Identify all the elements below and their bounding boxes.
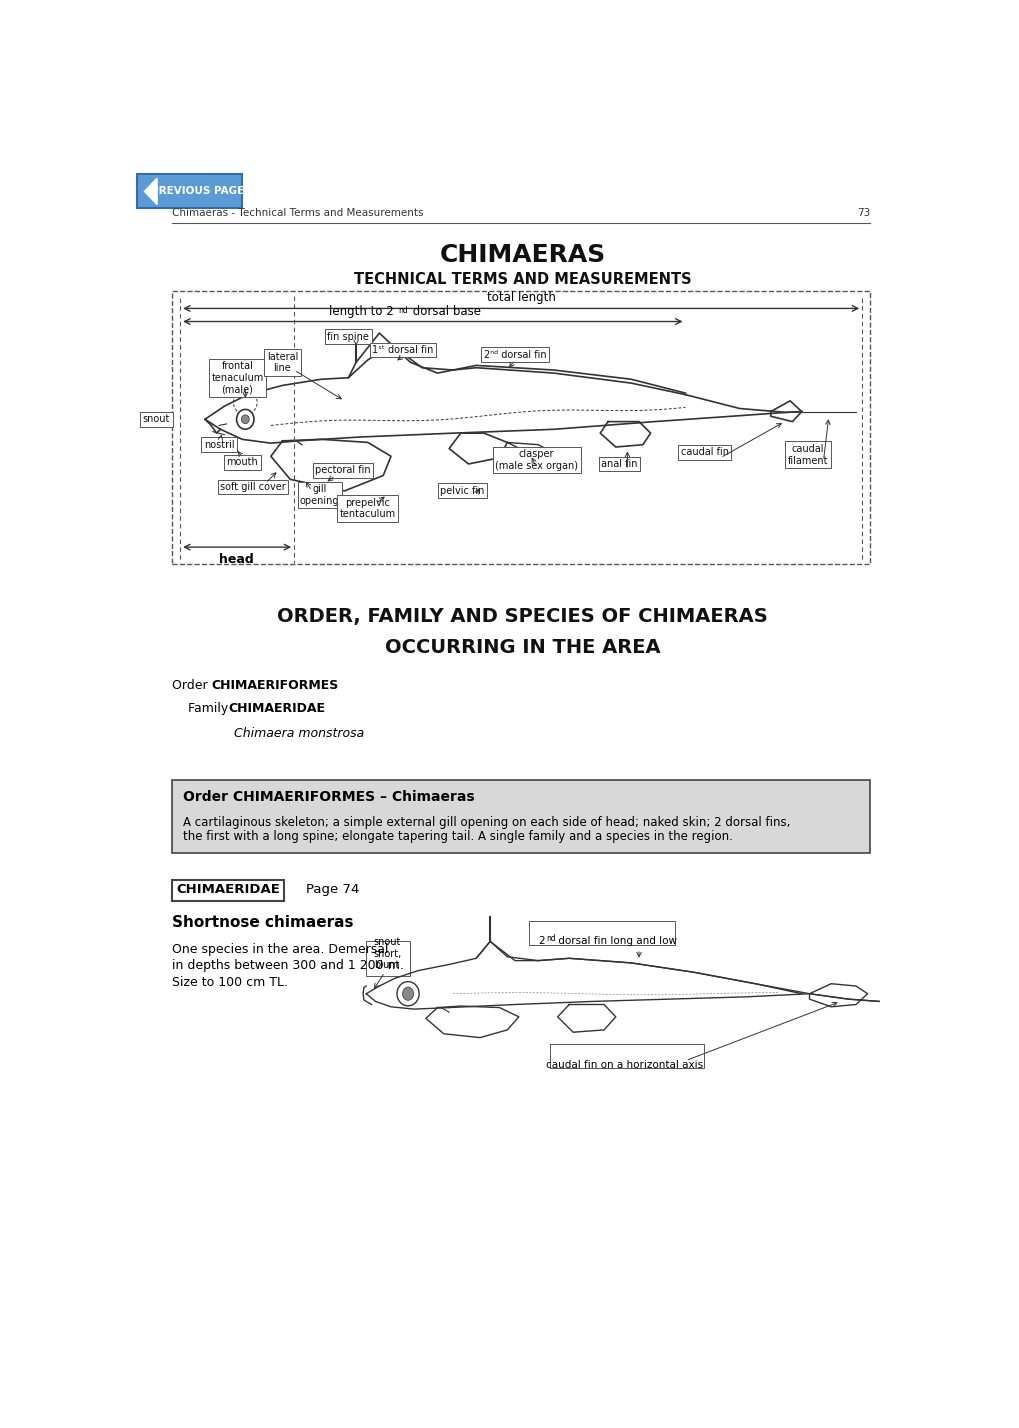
Text: Order CHIMAERIFORMES – Chimaeras: Order CHIMAERIFORMES – Chimaeras (183, 790, 475, 804)
Text: mouth: mouth (226, 457, 258, 467)
Text: dorsal fin long and low: dorsal fin long and low (554, 937, 677, 947)
Text: CHIMAERIFORMES: CHIMAERIFORMES (211, 680, 338, 693)
Text: OCCURRING IN THE AREA: OCCURRING IN THE AREA (384, 638, 660, 657)
Text: Shortnose chimaeras: Shortnose chimaeras (172, 914, 354, 930)
Text: pelvic fin: pelvic fin (439, 486, 484, 496)
Text: Family: Family (187, 703, 232, 715)
Text: prepelvic
tentaculum: prepelvic tentaculum (339, 498, 395, 520)
Text: Page 74: Page 74 (306, 884, 359, 897)
Text: nd: nd (545, 934, 555, 942)
Text: TECHNICAL TERMS AND MEASUREMENTS: TECHNICAL TERMS AND MEASUREMENTS (354, 271, 691, 287)
Text: Order: Order (172, 680, 212, 693)
Text: clasper
(male sex organ): clasper (male sex organ) (494, 450, 578, 471)
Text: caudal fin: caudal fin (681, 447, 729, 457)
Ellipse shape (396, 981, 419, 1005)
Text: 1ˢᵗ dorsal fin: 1ˢᵗ dorsal fin (372, 346, 433, 356)
Text: PREVIOUS PAGE: PREVIOUS PAGE (151, 187, 244, 197)
Text: snout: snout (143, 414, 170, 424)
Text: CHIMAERIDAE: CHIMAERIDAE (228, 703, 325, 715)
Text: 2: 2 (538, 937, 544, 947)
Text: nd: nd (398, 306, 408, 314)
FancyBboxPatch shape (172, 880, 283, 901)
Text: soft gill cover: soft gill cover (220, 483, 285, 493)
Ellipse shape (403, 987, 413, 1001)
Text: Chimaera monstrosa: Chimaera monstrosa (234, 727, 365, 740)
Text: lateral
line: lateral line (267, 351, 298, 373)
Text: anal fin: anal fin (601, 458, 637, 468)
Text: One species in the area. Demersal: One species in the area. Demersal (172, 942, 388, 955)
Text: length to 2: length to 2 (329, 304, 393, 317)
FancyBboxPatch shape (172, 780, 869, 853)
Text: CHIMAERAS: CHIMAERAS (439, 243, 605, 267)
Ellipse shape (242, 416, 249, 424)
Text: dorsal base: dorsal base (409, 304, 480, 317)
Text: Size to 100 cm TL.: Size to 100 cm TL. (172, 977, 288, 990)
Text: in depths between 300 and 1 200 m.: in depths between 300 and 1 200 m. (172, 960, 404, 972)
FancyBboxPatch shape (137, 174, 242, 208)
Text: 2ⁿᵈ dorsal fin: 2ⁿᵈ dorsal fin (483, 350, 546, 360)
Text: head: head (218, 553, 253, 565)
Text: snout
short,
blunt: snout short, blunt (373, 937, 400, 970)
Text: caudal fin on a horizontal axis: caudal fin on a horizontal axis (546, 1060, 703, 1070)
Text: nostril: nostril (204, 440, 234, 450)
Text: ORDER, FAMILY AND SPECIES OF CHIMAERAS: ORDER, FAMILY AND SPECIES OF CHIMAERAS (277, 607, 767, 625)
Polygon shape (145, 178, 157, 204)
Text: fin spine: fin spine (327, 331, 369, 341)
Text: 73: 73 (856, 207, 869, 217)
Ellipse shape (236, 410, 254, 430)
FancyBboxPatch shape (172, 291, 869, 564)
Text: Chimaeras - Technical Terms and Measurements: Chimaeras - Technical Terms and Measurem… (172, 207, 424, 217)
Text: total length: total length (486, 291, 555, 304)
FancyBboxPatch shape (529, 921, 675, 945)
FancyBboxPatch shape (366, 941, 410, 975)
Text: A cartilaginous skeleton; a simple external gill opening on each side of head; n: A cartilaginous skeleton; a simple exter… (183, 815, 790, 828)
Text: caudal
filament: caudal filament (787, 444, 827, 466)
Text: frontal
tenaculum
(male): frontal tenaculum (male) (211, 361, 264, 394)
Text: pectoral fin: pectoral fin (315, 466, 370, 476)
Text: CHIMAERIDAE: CHIMAERIDAE (176, 884, 280, 897)
Text: the first with a long spine; elongate tapering tail. A single family and a speci: the first with a long spine; elongate ta… (183, 830, 733, 843)
FancyBboxPatch shape (549, 1044, 703, 1068)
Text: gill
opening: gill opening (300, 484, 339, 506)
